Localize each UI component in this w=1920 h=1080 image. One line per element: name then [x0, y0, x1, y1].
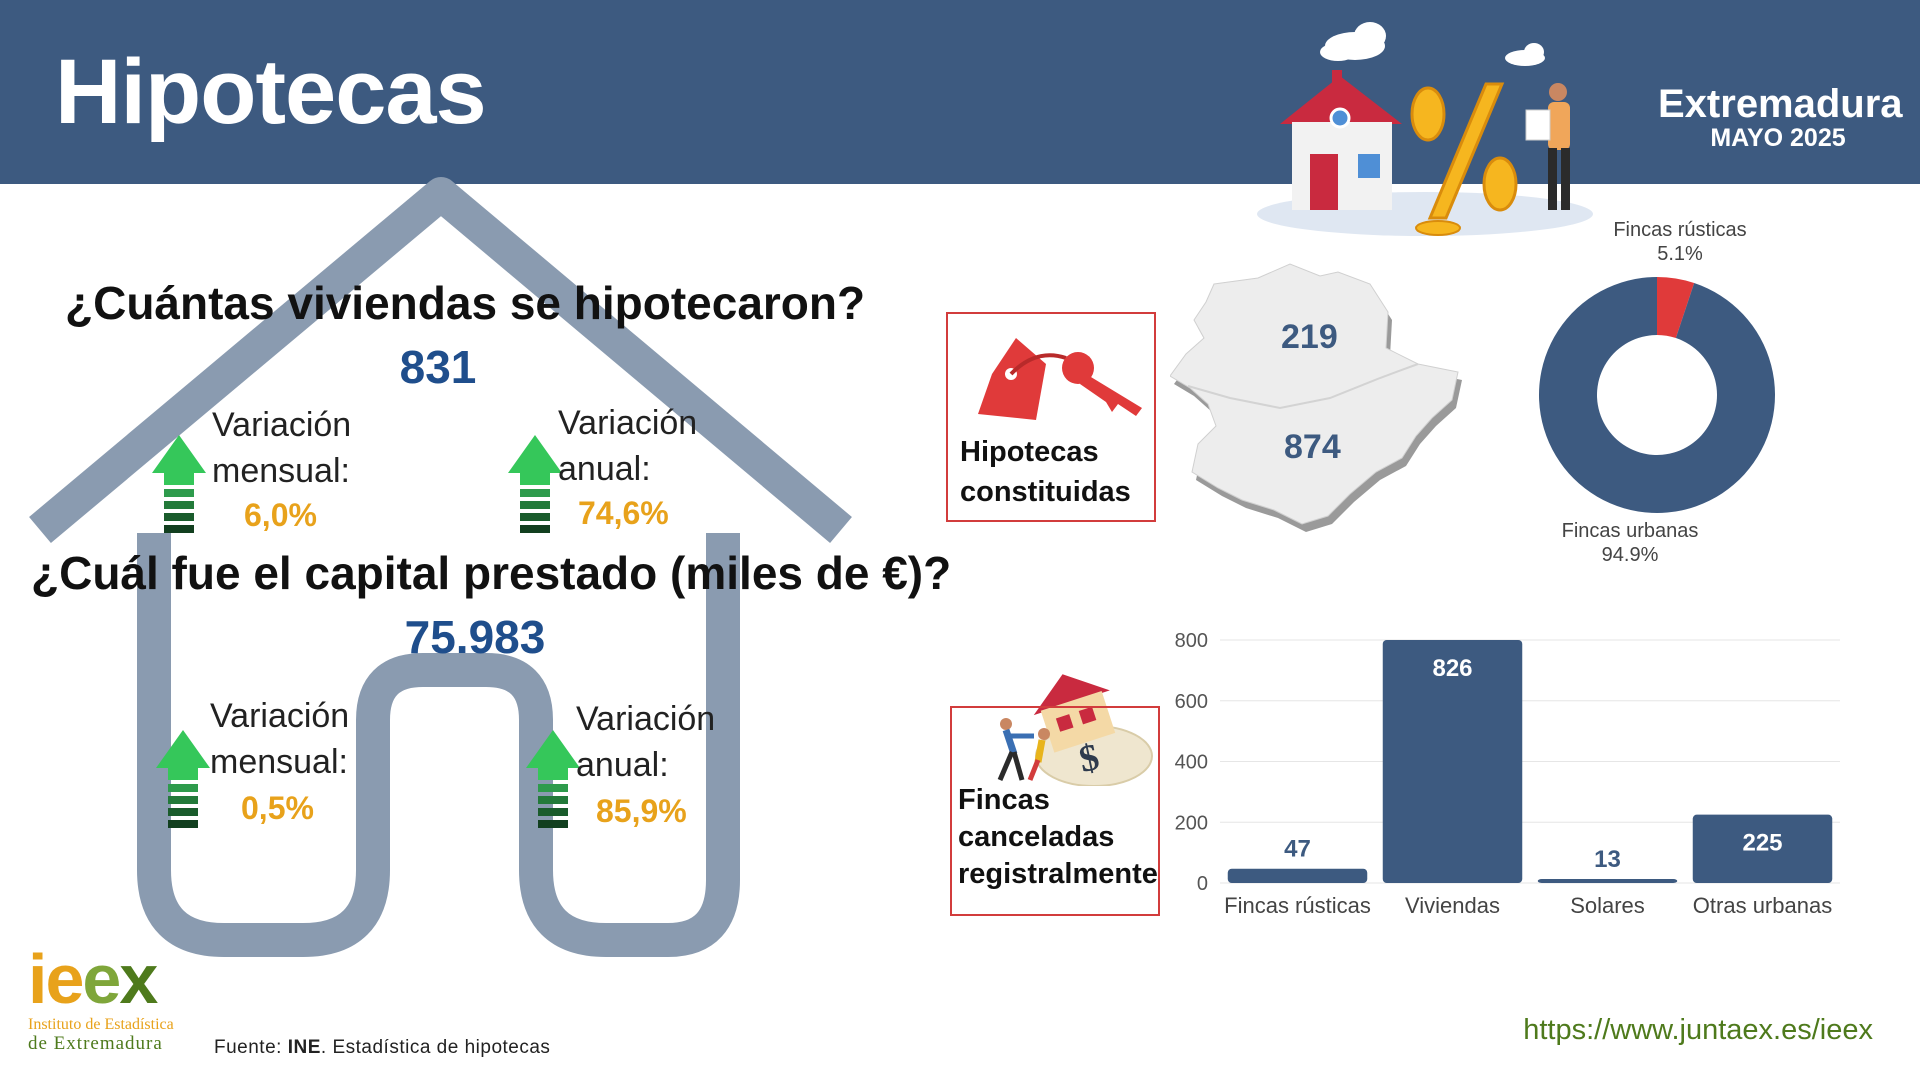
- map-value-south: 874: [1284, 428, 1341, 466]
- donut-slice-1: [1539, 277, 1775, 513]
- arrow-up-icon: [156, 730, 210, 828]
- capital-monthly-value: 0,5%: [241, 790, 314, 826]
- houses-value: 831: [399, 341, 477, 393]
- x-category-label: Fincas rústicas: [1224, 893, 1371, 918]
- capital-annual-value: 85,9%: [596, 793, 687, 829]
- houses-annual-value: 74,6%: [578, 495, 669, 531]
- houses-question: ¿Cuántas viviendas se hipotecaron?: [65, 277, 866, 329]
- donut-slice-0: [1657, 277, 1695, 339]
- bar-0: [1227, 868, 1368, 883]
- donut-chart: [1539, 277, 1775, 513]
- x-category-label: Solares: [1570, 893, 1645, 918]
- cancelled-label-1: Fincas: [958, 784, 1050, 816]
- source-prefix: Fuente:: [214, 1037, 288, 1058]
- ieex-logo: ieex Instituto de Estadística de Extrema…: [28, 940, 174, 1054]
- x-category-label: Otras urbanas: [1693, 893, 1832, 918]
- donut-label-urban-pct: 94.9%: [1601, 544, 1659, 566]
- house-key-icon: [978, 338, 1142, 420]
- arrow-up-icon: [152, 435, 206, 533]
- bar-value-label: 13: [1594, 846, 1621, 873]
- houses-annual-label: Variación anual:: [558, 404, 698, 488]
- cancelled-label-2: canceladas: [958, 821, 1115, 853]
- constituted-box: Hipotecas constituidas: [946, 312, 1156, 522]
- logo-text: ieex: [28, 940, 158, 1018]
- source-note: Fuente: INE. Estadística de hipotecas: [214, 1037, 550, 1059]
- constituted-label-2: constituidas: [960, 476, 1131, 508]
- extremadura-map: [1170, 263, 1462, 532]
- capital-annual-label: Variación anual:: [576, 700, 716, 784]
- cloud-icon: [1320, 22, 1386, 61]
- bar-2: [1537, 879, 1678, 883]
- houses-monthly-label: Variación mensual:: [212, 406, 352, 490]
- source-org: INE: [287, 1037, 321, 1058]
- capital-monthly-label: Variación mensual:: [210, 697, 350, 781]
- bar-value-label: 47: [1284, 836, 1311, 863]
- arrow-up-icon: [508, 435, 562, 533]
- houses-monthly-value: 6,0%: [244, 497, 317, 533]
- donut-label-rustic: Fincas rústicas 5.1%: [1590, 218, 1770, 266]
- y-tick-label: 200: [1175, 812, 1208, 834]
- donut-label-urban-name: Fincas urbanas: [1561, 520, 1699, 542]
- x-category-label: Viviendas: [1405, 893, 1500, 918]
- page-title: Hipotecas: [55, 41, 487, 143]
- constituted-label-1: Hipotecas: [960, 436, 1099, 468]
- y-tick-label: 800: [1175, 630, 1208, 652]
- capital-question: ¿Cuál fue el capital prestado (miles de …: [31, 547, 952, 599]
- source-rest: . Estadística de hipotecas: [320, 1037, 551, 1058]
- y-tick-label: 400: [1175, 752, 1208, 774]
- cancelled-box: Fincas canceladas registralmente: [950, 706, 1160, 916]
- donut-label-urban: Fincas urbanas 94.9%: [1540, 519, 1720, 567]
- map-value-north: 219: [1281, 318, 1338, 356]
- header-banner: [0, 0, 1920, 184]
- cancelled-label-3: registralmente: [958, 858, 1158, 890]
- house-outline-graphic: [29, 177, 852, 957]
- period-label: MAYO 2025: [1710, 124, 1846, 152]
- logo-sub-1: Instituto de Estadística: [28, 1016, 174, 1033]
- bar-value-label: 225: [1742, 830, 1782, 857]
- logo-sub-2: de Extremadura: [28, 1033, 163, 1054]
- bar-chart: 0 200 400 600 800 47 826 13 225 Fincas rústicas…: [1175, 630, 1840, 918]
- bar-1: [1382, 640, 1523, 883]
- arrow-up-icon: [526, 730, 580, 828]
- donut-label-rustic-pct: 5.1%: [1657, 243, 1703, 265]
- y-tick-label: 0: [1197, 873, 1208, 895]
- website-link[interactable]: https://www.juntaex.es/ieex: [1523, 1014, 1873, 1046]
- y-tick-label: 600: [1175, 691, 1208, 713]
- bar-value-label: 826: [1432, 655, 1472, 682]
- cloud-icon: [1505, 43, 1545, 66]
- donut-label-rustic-name: Fincas rústicas: [1613, 219, 1747, 241]
- house-percent-illustration: [1257, 22, 1593, 236]
- bar-3: [1692, 814, 1833, 883]
- region-name: Extremadura: [1658, 82, 1903, 126]
- capital-value: 75.983: [404, 611, 546, 663]
